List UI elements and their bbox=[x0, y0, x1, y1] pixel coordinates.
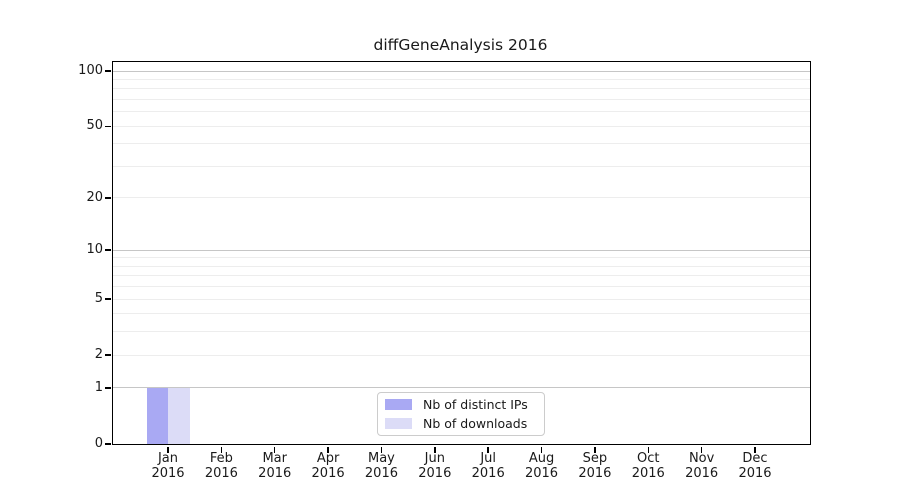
x-tick-month: Dec bbox=[742, 451, 768, 466]
x-tick-label: Feb 2016 bbox=[189, 451, 253, 481]
x-tick-label: Jan 2016 bbox=[136, 451, 200, 481]
y-tick-mark bbox=[105, 387, 111, 389]
x-tick-year: 2016 bbox=[258, 466, 292, 481]
y-tick-mark bbox=[105, 443, 111, 445]
x-tick-year: 2016 bbox=[311, 466, 345, 481]
x-tick-label: Mar 2016 bbox=[243, 451, 307, 481]
y-tick-label: 100 bbox=[78, 63, 103, 79]
gridline-major bbox=[113, 70, 810, 72]
x-tick-label: May 2016 bbox=[349, 451, 413, 481]
y-tick-mark bbox=[105, 70, 111, 72]
gridline-major bbox=[113, 387, 810, 389]
gridline-minor bbox=[113, 99, 810, 101]
x-tick-year: 2016 bbox=[418, 466, 452, 481]
y-tick-mark bbox=[105, 197, 111, 199]
x-tick-label: Jun 2016 bbox=[403, 451, 467, 481]
chart-title: diffGeneAnalysis 2016 bbox=[373, 36, 548, 54]
x-tick-year: 2016 bbox=[738, 466, 772, 481]
y-tick-label: 1 bbox=[94, 379, 103, 395]
x-tick-mark bbox=[594, 447, 596, 453]
plot-area: 0 1 2 5 10 20 50 100 Jan 2016 Feb 2016 Mar 2016 Apr 201… bbox=[78, 61, 811, 481]
gridline-minor bbox=[113, 111, 810, 113]
y-tick-mark bbox=[105, 354, 111, 356]
x-tick-mark bbox=[647, 447, 650, 453]
y-tick-mark bbox=[105, 298, 111, 300]
legend: Nb of distinct IPs Nb of downloads bbox=[377, 392, 545, 436]
gridline-major bbox=[113, 249, 810, 251]
x-tick-month: Nov bbox=[688, 451, 715, 466]
legend-item-distinct-ips: Nb of distinct IPs bbox=[385, 396, 537, 414]
x-tick-month: Oct bbox=[637, 451, 660, 466]
x-tick-label: Dec 2016 bbox=[723, 451, 787, 481]
x-tick-month: Jul bbox=[480, 451, 497, 466]
x-tick-mark bbox=[220, 447, 223, 453]
x-tick-month: Jun bbox=[424, 451, 445, 466]
legend-swatch bbox=[385, 399, 412, 411]
gridline-minor bbox=[113, 286, 810, 288]
x-tick-month: May bbox=[368, 451, 395, 466]
bar-nb-of-distinct-ips bbox=[146, 388, 168, 444]
x-tick-label: Jul 2016 bbox=[456, 451, 520, 481]
y-tick-label: 5 bbox=[94, 291, 103, 307]
x-tick-label: Apr 2016 bbox=[296, 451, 360, 481]
legend-label: Nb of downloads bbox=[423, 415, 528, 431]
gridline-minor bbox=[113, 275, 810, 277]
x-tick-month: Feb bbox=[209, 451, 233, 466]
gridline-minor bbox=[113, 265, 810, 267]
gridline-minor bbox=[113, 313, 810, 315]
x-tick-mark bbox=[273, 447, 276, 453]
x-tick-month: Apr bbox=[316, 451, 340, 466]
legend-item-downloads: Nb of downloads bbox=[385, 415, 537, 433]
gridline-minor bbox=[113, 354, 810, 356]
gridline-minor bbox=[113, 143, 810, 145]
gridline-minor bbox=[113, 298, 810, 300]
x-tick-mark bbox=[327, 447, 329, 453]
gridline-minor bbox=[113, 78, 810, 80]
y-tick-label: 10 bbox=[86, 242, 103, 258]
x-tick-mark bbox=[434, 447, 436, 453]
gridline-minor bbox=[113, 257, 810, 259]
x-tick-year: 2016 bbox=[685, 466, 719, 481]
y-tick-label: 0 bbox=[94, 436, 103, 451]
bar-nb-of-downloads bbox=[168, 388, 190, 444]
x-tick-mark bbox=[380, 447, 383, 453]
gridline-minor bbox=[113, 88, 810, 90]
y-tick-label: 20 bbox=[86, 189, 103, 205]
x-tick-year: 2016 bbox=[204, 466, 238, 481]
y-tick-mark bbox=[105, 125, 111, 128]
y-tick-label: 2 bbox=[94, 347, 103, 363]
x-tick-year: 2016 bbox=[631, 466, 665, 481]
x-tick-label: Sep 2016 bbox=[563, 451, 627, 481]
x-tick-year: 2016 bbox=[364, 466, 398, 481]
x-tick-year: 2016 bbox=[524, 466, 559, 481]
gridline-minor bbox=[113, 197, 810, 199]
x-tick-mark bbox=[487, 447, 489, 453]
gridline-minor bbox=[113, 125, 810, 127]
y-tick-mark bbox=[105, 249, 111, 251]
x-tick-mark bbox=[700, 447, 703, 453]
x-tick-month: Aug bbox=[528, 451, 555, 466]
gridline-minor bbox=[113, 331, 810, 333]
x-tick-mark bbox=[540, 447, 543, 453]
x-tick-mark bbox=[754, 447, 756, 453]
x-tick-month: Sep bbox=[582, 451, 608, 466]
x-tick-label: Nov 2016 bbox=[670, 451, 734, 481]
x-tick-year: 2016 bbox=[471, 466, 505, 481]
x-tick-label: Oct 2016 bbox=[616, 451, 680, 481]
x-tick-year: 2016 bbox=[151, 466, 185, 481]
gridline-minor bbox=[113, 166, 810, 167]
x-tick-month: Jan bbox=[157, 451, 179, 466]
x-tick-year: 2016 bbox=[578, 466, 612, 481]
legend-label: Nb of distinct IPs bbox=[423, 397, 528, 413]
x-tick-label: Aug 2016 bbox=[510, 451, 574, 481]
x-tick-month: Mar bbox=[262, 451, 287, 466]
y-tick-label: 50 bbox=[86, 118, 103, 134]
legend-swatch bbox=[385, 417, 412, 429]
x-tick-mark bbox=[167, 447, 169, 453]
